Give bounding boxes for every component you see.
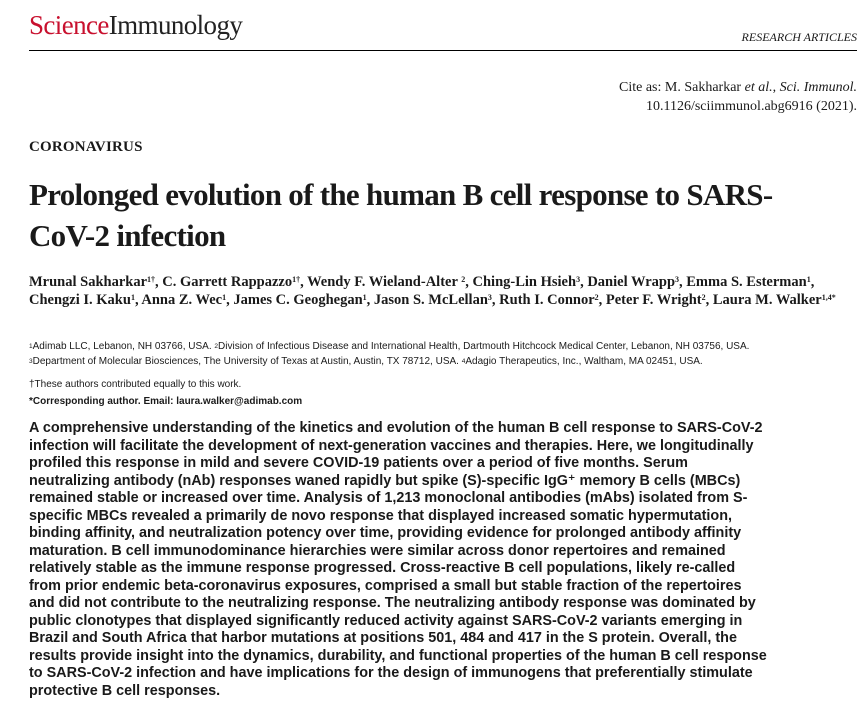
equal-contribution-note: †These authors contributed equally to th… <box>29 379 242 390</box>
author-name: Peter F. Wright <box>605 292 702 308</box>
author-affiliation-marker: 1 <box>806 275 811 284</box>
author-name: Anna Z. Wec <box>141 292 223 308</box>
abstract-line: specific MBCs revealed a primarily de no… <box>29 507 732 524</box>
author-name: C. Garrett Rappazzo <box>162 274 293 290</box>
author-name: Emma S. Esterman <box>686 274 807 290</box>
abstract: A comprehensive understanding of the kin… <box>29 420 845 700</box>
affiliation-number: 1 <box>29 343 33 350</box>
affiliation-text: Division of Infectious Disease and Inter… <box>218 341 750 352</box>
author-affiliation-marker: 1† <box>147 275 156 284</box>
affiliation-number: 4 <box>461 358 466 365</box>
citation-journal: Sci. Immunol. <box>779 80 857 95</box>
abstract-line: to SARS-CoV-2 infection and have implica… <box>29 665 753 681</box>
author-affiliation-marker: 1,4* <box>821 293 836 302</box>
abstract-line: protective B cell responses. <box>29 682 221 699</box>
abstract-line: results provide insight into the dynamic… <box>29 647 767 664</box>
author-name: James C. Geoghegan <box>233 292 363 308</box>
citation-line-1: Cite as: M. Sakharkar et al., Sci. Immun… <box>619 78 857 97</box>
abstract-line: from prior endemic beta-coronavirus expo… <box>29 577 742 594</box>
citation-separator: , <box>772 80 780 95</box>
citation: Cite as: M. Sakharkar et al., Sci. Immun… <box>619 78 857 116</box>
journal-logo-science: Science <box>29 10 109 40</box>
affiliations-line-2: 3Department of Molecular Biosciences, Th… <box>29 355 849 369</box>
abstract-line: profiled this response in mild and sever… <box>29 455 688 471</box>
article-category: CORONAVIRUS <box>29 139 143 155</box>
citation-doi: 10.1126/sciimmunol.abg6916 (2021). <box>645 99 857 114</box>
author-name: Wendy F. Wieland-Alter <box>307 274 462 290</box>
article-title-line: Prolonged evolution of the human B cell … <box>29 177 773 212</box>
author-affiliation-marker: 2 <box>461 275 466 284</box>
affiliation-text: Department of Molecular Biosciences, The… <box>32 356 462 367</box>
author-name: Chengzi I. Kaku <box>29 292 131 308</box>
author-affiliation-marker: 2 <box>594 293 599 302</box>
affiliations-line-1: 1Adimab LLC, Lebanon, NH 03766, USA. 2Di… <box>29 340 849 354</box>
abstract-line: neutralizing antibody (nAb) responses wa… <box>29 472 741 489</box>
section-type: RESEARCH ARTICLES <box>741 30 857 44</box>
author-name: Daniel Wrapp <box>587 274 676 290</box>
author-name: Jason S. McLellan <box>373 292 488 308</box>
abstract-line: binding affinity, and neutralization pot… <box>29 525 742 541</box>
affiliation-text: Adagio Therapeutics, Inc., Waltham, MA 0… <box>465 356 703 367</box>
affiliation-number: 3 <box>29 358 33 365</box>
abstract-line: infection will facilitate the developmen… <box>29 437 754 454</box>
abstract-line: remained stable or increased over time. … <box>29 490 748 506</box>
article-title: Prolonged evolution of the human B cell … <box>29 174 849 256</box>
abstract-line: relatively stable as the immune response… <box>29 560 736 576</box>
author-name: Ruth I. Connor <box>499 292 595 308</box>
citation-prefix: Cite as: M. Sakharkar <box>619 80 745 95</box>
journal-logo-immunology: Immunology <box>108 10 243 40</box>
author-name: Mrunal Sakharkar <box>29 274 148 290</box>
affiliation-number: 2 <box>214 343 219 350</box>
author-list: Mrunal Sakharkar1†, C. Garrett Rappazzo1… <box>29 274 836 308</box>
author-affiliation-marker: 1† <box>292 275 301 284</box>
author-affiliation-marker: 1 <box>362 293 367 302</box>
author-name: Laura M. Walker <box>712 292 822 308</box>
abstract-line: A comprehensive understanding of the kin… <box>29 420 763 436</box>
author-name: Ching-Lin Hsieh <box>472 274 577 290</box>
author-affiliation-marker: 3 <box>576 275 581 284</box>
author-affiliation-marker: 3 <box>675 275 680 284</box>
affiliation-text: Adimab LLC, Lebanon, NH 03766, USA. <box>32 341 215 352</box>
author-affiliation-marker: 1 <box>222 293 227 302</box>
author-affiliation-marker: 2 <box>701 293 706 302</box>
abstract-line: maturation. B cell immunodominance hiera… <box>29 542 726 559</box>
citation-etal: et al. <box>744 80 773 95</box>
abstract-line: public clonotypes that displayed signifi… <box>29 612 743 629</box>
header-divider <box>29 50 857 51</box>
author-affiliation-marker: 1 <box>130 293 135 302</box>
abstract-line: Brazil and South Africa that harbor muta… <box>29 630 737 646</box>
abstract-line: and did not contribute to the neutralizi… <box>29 595 756 611</box>
corresponding-author-note: *Corresponding author. Email: laura.walk… <box>29 396 303 407</box>
author-affiliation-marker: 3 <box>487 293 492 302</box>
article-title-line: CoV-2 infection <box>29 218 226 253</box>
journal-logo: ScienceImmunology <box>29 10 243 41</box>
